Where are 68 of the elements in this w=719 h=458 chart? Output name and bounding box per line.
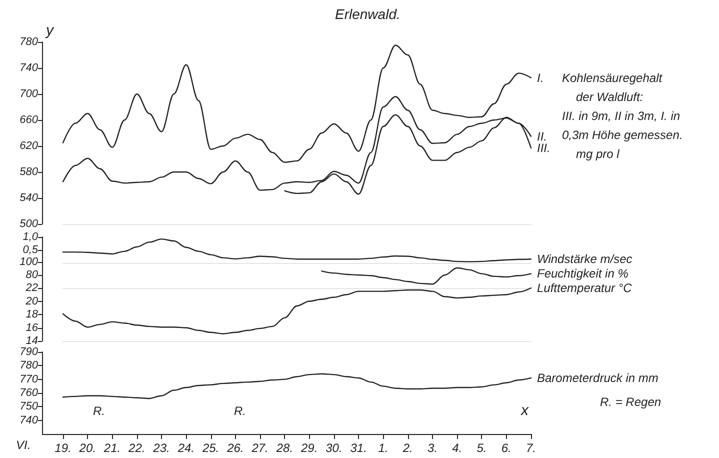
y-tick-label: 770 bbox=[20, 373, 39, 386]
x-axis-title: x bbox=[520, 402, 529, 419]
text: VI. bbox=[16, 438, 31, 452]
x-tick-label: 6. bbox=[501, 441, 512, 455]
series-label: Barometerdruck in mm bbox=[537, 370, 658, 385]
x-tick-label: 19. bbox=[54, 441, 72, 455]
y-tick-label: 780 bbox=[20, 360, 39, 372]
x-tick-label: 31. bbox=[350, 441, 367, 455]
y-tick-label: 540 bbox=[20, 192, 39, 204]
line-series bbox=[62, 373, 532, 400]
series-label: Feuchtigkeit in % bbox=[537, 266, 629, 281]
text: III. in 9m, II in 3m, I. in bbox=[562, 109, 680, 123]
x-tick-label: 3. bbox=[427, 441, 438, 455]
x-tick-label: 28. bbox=[275, 441, 294, 455]
text: Kohlensäuregehalt bbox=[562, 71, 663, 85]
x-tick-label: 21. bbox=[102, 441, 121, 455]
y-tick-label: 18 bbox=[26, 308, 39, 320]
y-tick-label: 750 bbox=[20, 400, 39, 413]
y-tick-label: 740 bbox=[20, 414, 39, 426]
y-tick-label: 620 bbox=[20, 140, 39, 152]
x-tick-label: 2. bbox=[402, 441, 413, 455]
line-series bbox=[62, 44, 532, 163]
y-tick-label: 700 bbox=[20, 88, 39, 100]
y-tick-label: 500 bbox=[20, 218, 39, 230]
annotation: R. bbox=[234, 404, 246, 418]
series-label: I. bbox=[537, 70, 544, 85]
y-tick-label: 20 bbox=[24, 295, 39, 308]
y-tick-label: 100 bbox=[20, 256, 39, 268]
x-tick-label: 7. bbox=[526, 441, 536, 455]
x-tick-label: 24. bbox=[176, 441, 194, 455]
y-tick-label: 14 bbox=[26, 335, 38, 347]
y-tick-label: 0,5 bbox=[22, 244, 39, 256]
text: R. = Regen bbox=[600, 395, 662, 409]
y-tick-label: 580 bbox=[20, 166, 39, 178]
x-tick-label: 22. bbox=[128, 441, 146, 455]
x-tick-label: 25. bbox=[201, 441, 220, 455]
x-tick-label: 29. bbox=[300, 441, 318, 455]
y-tick-label: 1,0 bbox=[22, 231, 39, 243]
x-tick-label: 26. bbox=[226, 441, 244, 455]
text: 0,3m Höhe gemessen. bbox=[562, 128, 683, 142]
y-tick-label: 790 bbox=[20, 346, 39, 358]
chart-title: Erlenwald. bbox=[335, 6, 400, 22]
y-tick-label: 22 bbox=[24, 282, 38, 294]
x-tick-label: 5. bbox=[476, 441, 487, 455]
y-tick-label: 740 bbox=[20, 62, 39, 74]
text: mg pro l bbox=[576, 147, 620, 161]
y-tick-label: 760 bbox=[20, 387, 39, 399]
x-tick-label: 23. bbox=[152, 441, 170, 455]
line-series bbox=[62, 287, 532, 334]
y-axis-title: y bbox=[45, 22, 55, 39]
x-tick-label: 1. bbox=[378, 441, 388, 455]
line-series bbox=[62, 238, 532, 262]
line-series bbox=[62, 96, 532, 191]
y-tick-label: 660 bbox=[20, 114, 39, 126]
y-tick-label: 780 bbox=[20, 36, 39, 48]
line-series bbox=[321, 267, 532, 285]
series-label: II. bbox=[537, 129, 548, 144]
annotation: R. bbox=[93, 404, 105, 418]
text: der Waldluft: bbox=[576, 90, 644, 104]
x-tick-label: 27. bbox=[250, 441, 268, 455]
y-tick-label: 80 bbox=[26, 269, 39, 281]
x-tick-label: 20. bbox=[78, 441, 96, 455]
x-tick-label: 30. bbox=[326, 441, 342, 455]
x-tick-label: 4. bbox=[452, 441, 462, 455]
y-tick-label: 16 bbox=[26, 322, 39, 334]
series-label: Windstärke m/sec bbox=[537, 252, 632, 266]
series-label: Lufttemperatur °C bbox=[537, 281, 632, 295]
series-label: III. bbox=[537, 140, 550, 155]
